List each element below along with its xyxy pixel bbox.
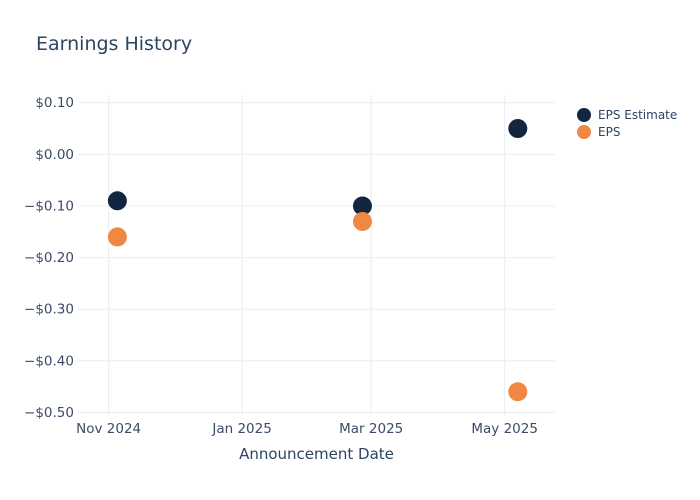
data-point-eps-estimate[interactable] [508,119,528,139]
y-tick-label: $0.10 [35,95,74,111]
legend-label-eps: EPS [598,125,621,139]
legend: EPS Estimate EPS [577,108,677,139]
data-point-eps-estimate[interactable] [107,191,127,211]
y-tick-label: −$0.10 [24,198,74,214]
data-point-eps[interactable] [508,382,528,402]
y-tick-label: −$0.30 [24,302,74,318]
chart-title: Earnings History [36,33,193,55]
y-tick-label: −$0.20 [24,250,74,266]
legend-label-eps-estimate: EPS Estimate [598,108,678,122]
y-tick-label: −$0.50 [24,405,74,421]
x-axis-title: Announcement Date [239,445,394,463]
y-tick-label: −$0.40 [24,353,74,369]
data-point-eps[interactable] [107,227,127,247]
legend-item-eps[interactable]: EPS [577,125,677,139]
data-point-eps-estimate[interactable] [352,196,372,216]
y-tick-label: $0.00 [35,147,74,163]
x-tick-label: Mar 2025 [339,421,403,437]
legend-item-eps-estimate[interactable]: EPS Estimate [577,108,677,122]
x-tick-label: Jan 2025 [211,421,271,437]
eps-estimate-marker-icon [577,108,591,122]
data-point-eps[interactable] [352,211,372,231]
x-tick-label: Nov 2024 [76,421,141,437]
x-tick-label: May 2025 [471,421,538,437]
eps-marker-icon [577,125,591,139]
